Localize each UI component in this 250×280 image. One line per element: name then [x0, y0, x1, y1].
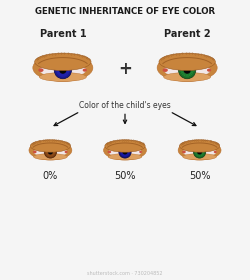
Circle shape — [48, 150, 50, 151]
Text: Color of the child's eyes: Color of the child's eyes — [79, 101, 171, 110]
Text: Parent 1: Parent 1 — [40, 29, 86, 39]
Ellipse shape — [180, 140, 220, 152]
Ellipse shape — [108, 147, 142, 157]
Ellipse shape — [38, 68, 44, 72]
Ellipse shape — [207, 69, 211, 72]
Circle shape — [60, 67, 62, 69]
Ellipse shape — [29, 141, 72, 160]
Circle shape — [44, 146, 56, 158]
Ellipse shape — [33, 151, 36, 153]
Circle shape — [184, 67, 191, 74]
Circle shape — [54, 62, 72, 79]
Text: +: + — [118, 60, 132, 78]
Ellipse shape — [34, 147, 67, 157]
Ellipse shape — [34, 154, 67, 160]
Ellipse shape — [83, 69, 87, 72]
Circle shape — [194, 146, 206, 158]
Ellipse shape — [178, 141, 221, 160]
Circle shape — [195, 147, 204, 157]
Circle shape — [56, 64, 70, 77]
Text: 50%: 50% — [114, 171, 136, 181]
Ellipse shape — [105, 140, 145, 152]
Text: GENETIC INHERITANCE OF EYE COLOR: GENETIC INHERITANCE OF EYE COLOR — [35, 7, 215, 16]
Ellipse shape — [183, 147, 216, 157]
Ellipse shape — [30, 140, 70, 152]
Text: 0%: 0% — [43, 171, 58, 181]
Ellipse shape — [182, 151, 186, 153]
Circle shape — [48, 149, 53, 155]
Ellipse shape — [183, 154, 216, 160]
Ellipse shape — [214, 151, 217, 153]
Ellipse shape — [40, 63, 86, 78]
Ellipse shape — [33, 54, 93, 81]
Circle shape — [184, 67, 186, 69]
Ellipse shape — [139, 151, 142, 153]
Text: 50%: 50% — [189, 171, 210, 181]
Ellipse shape — [35, 53, 91, 71]
Ellipse shape — [39, 73, 86, 81]
Ellipse shape — [64, 151, 68, 153]
Circle shape — [198, 150, 199, 151]
Circle shape — [122, 149, 128, 155]
Circle shape — [180, 64, 194, 77]
Text: Parent 2: Parent 2 — [164, 29, 210, 39]
Circle shape — [46, 147, 55, 157]
Circle shape — [59, 67, 66, 74]
Ellipse shape — [157, 54, 217, 81]
Circle shape — [197, 149, 202, 155]
Circle shape — [120, 147, 130, 157]
Ellipse shape — [108, 154, 142, 160]
Circle shape — [123, 150, 124, 151]
Ellipse shape — [164, 73, 211, 81]
Text: shutterstock.com · 730204852: shutterstock.com · 730204852 — [87, 270, 163, 276]
Ellipse shape — [162, 68, 168, 72]
Ellipse shape — [159, 53, 215, 71]
Ellipse shape — [108, 151, 111, 153]
Ellipse shape — [164, 63, 210, 78]
Ellipse shape — [104, 141, 146, 160]
Circle shape — [178, 62, 196, 79]
Circle shape — [119, 146, 131, 158]
